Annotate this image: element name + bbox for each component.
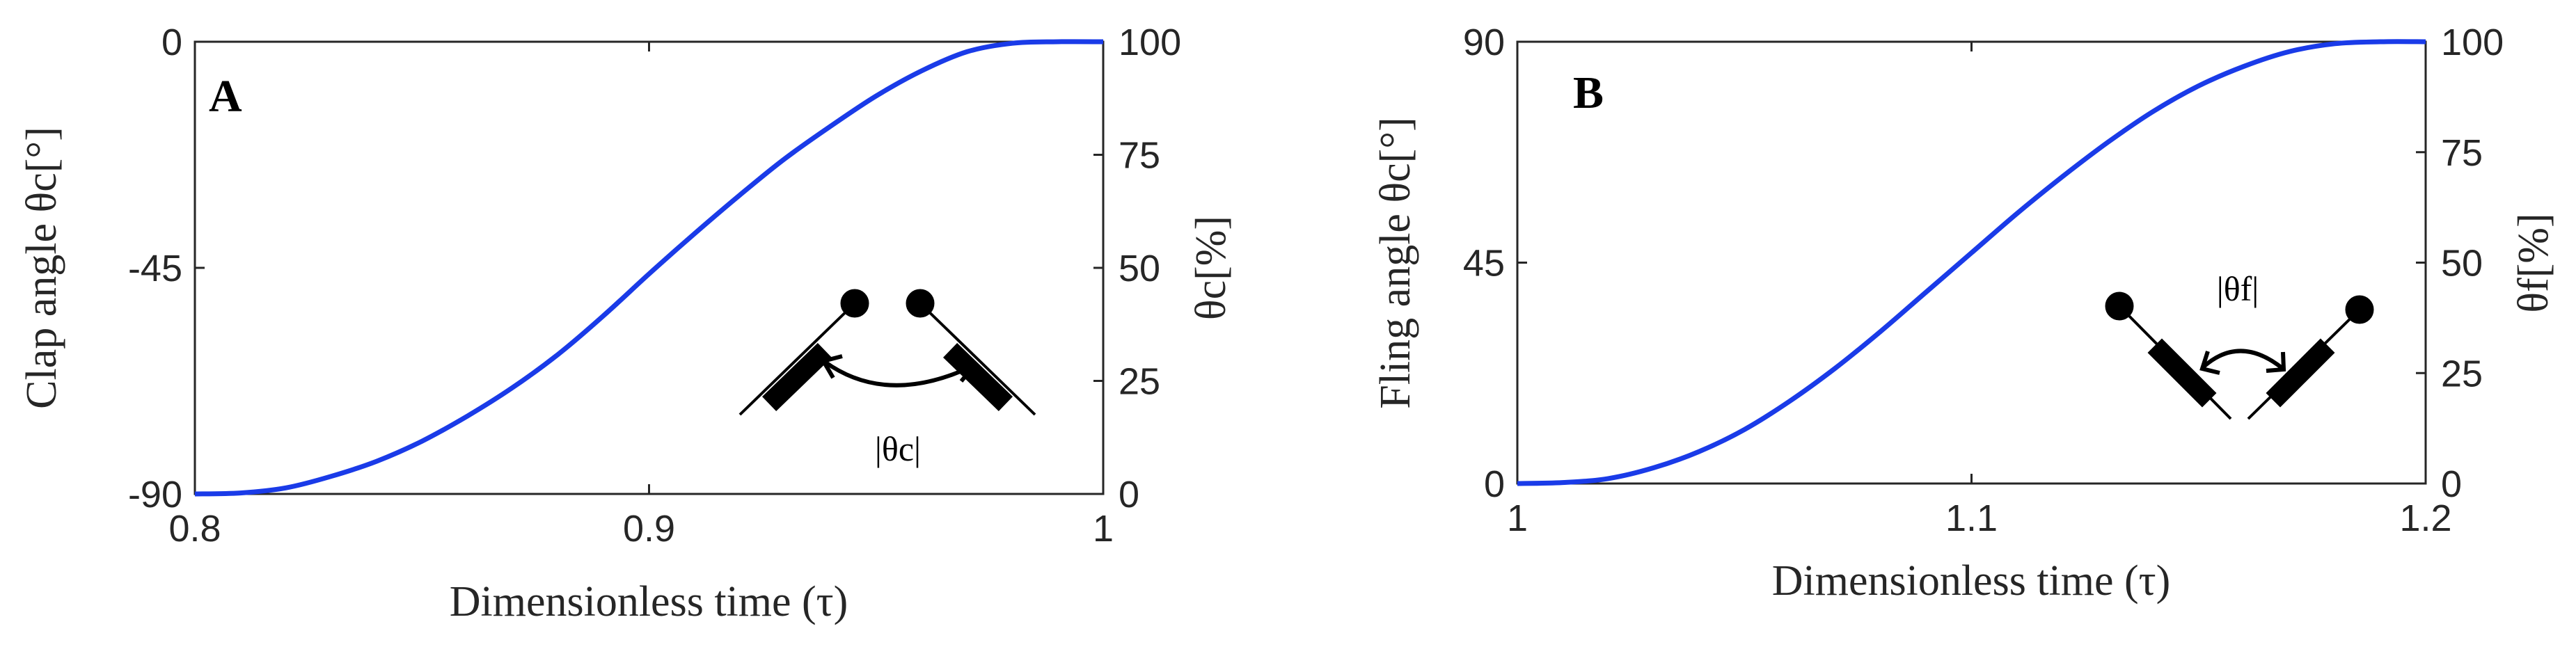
panel-a-x-tick-label: 0.8 [168, 508, 221, 550]
panel-a-y-tick-label: -90 [128, 474, 182, 516]
panel-a-right-y-tick-label: 75 [1119, 135, 1160, 177]
panel-b-x-tick-label: 1.2 [2399, 497, 2451, 539]
panel-b-right-y-tick-label: 0 [2441, 463, 2462, 505]
panel-b-x-tick-label: 1 [1507, 497, 1528, 539]
panel-b-series-line [1517, 39, 2426, 486]
panel-b-y-tick-label: 45 [1463, 243, 1505, 285]
panel-a-right-y-axis-label: θc[%] [1187, 216, 1235, 320]
panel-a-x-tick-label: 1 [1093, 508, 1114, 550]
panel-a-y-tick-label: -45 [128, 248, 182, 289]
panel-a-y-axis-label: Clap angle θc[°] [18, 127, 65, 409]
panel-a-letter: A [209, 71, 242, 122]
panel-b-y-tick-label: 0 [1484, 463, 1505, 505]
panel-a-series-line [194, 39, 1104, 497]
panel-b-right-y-tick-label: 50 [2441, 243, 2483, 285]
panel-b-right-y-ticks: 0 25 50 75 100 [2416, 22, 2504, 505]
panel-a-y-tick-label: 0 [161, 22, 182, 63]
panel-b-right-y-tick-label: 100 [2441, 22, 2504, 63]
panel-a-right-y-ticks: 0 25 50 75 100 [1093, 22, 1181, 516]
panel-b-x-axis-label: Dimensionless time (τ) [1772, 557, 2171, 605]
panel-b-right-y-tick-label: 25 [2441, 353, 2483, 394]
panel-a-x-axis-label: Dimensionless time (τ) [450, 578, 848, 625]
panel-a-clap-chart: 0.8 0.9 1 -90 -45 0 0 25 50 75 100 A Dimensionle… [18, 22, 1235, 625]
panel-a-y-ticks: -90 -45 0 [128, 22, 205, 516]
panel-b-plot-frame [1516, 40, 2427, 485]
panel-a-plot-frame [193, 40, 1105, 495]
clap-wing-schematic-icon [738, 289, 1036, 416]
panel-b-y-tick-label: 90 [1463, 22, 1505, 63]
panel-b-x-tick-label: 1.1 [1945, 497, 1998, 539]
panel-a-right-y-tick-label: 50 [1119, 248, 1160, 289]
fling-wing-schematic-icon [2105, 291, 2374, 420]
panel-b-x-ticks: 1 1.1 1.2 [1507, 42, 2452, 539]
panel-b-letter: B [1573, 67, 1604, 118]
panel-b-y-ticks: 0 45 90 [1463, 22, 1527, 505]
panel-b-right-y-tick-label: 75 [2441, 132, 2483, 174]
panel-a-x-ticks: 0.8 0.9 1 [168, 42, 1114, 550]
panel-b-angle-annotation: |θf| [2217, 269, 2259, 308]
panel-a-right-y-tick-label: 100 [1119, 22, 1181, 63]
panel-a-right-y-tick-label: 25 [1119, 361, 1160, 403]
panel-a-x-tick-label: 0.9 [623, 508, 675, 550]
panel-a-angle-annotation: |θc| [875, 429, 921, 468]
panel-b-y-axis-label: Fling angle θc[°] [1372, 117, 1419, 409]
panel-b-fling-chart: 1 1.1 1.2 0 45 90 0 25 50 75 100 B Dimensionless… [1372, 22, 2557, 605]
panel-b-right-y-axis-label: θf[%] [2510, 213, 2557, 312]
panel-a-right-y-tick-label: 0 [1119, 474, 1139, 516]
